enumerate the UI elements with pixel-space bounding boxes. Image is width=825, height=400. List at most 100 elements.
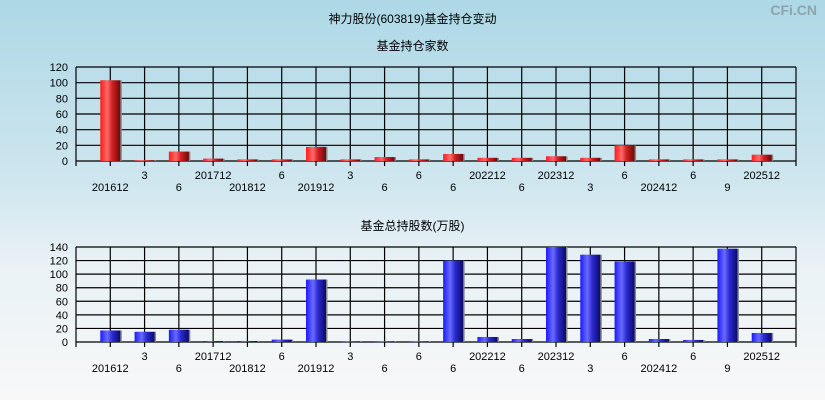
chart2-x-tick-label: 6 (622, 351, 628, 363)
chart2-bar (511, 339, 532, 342)
page-title: 神力股份(603819)基金持仓变动 (328, 12, 497, 26)
chart2-x-tick-label: 201812 (229, 363, 266, 375)
chart1-bar (237, 159, 258, 161)
chart2-x-tick-label: 3 (587, 363, 593, 375)
chart1-x-tick-label: 202312 (538, 170, 575, 182)
chart2-x-tick-label: 6 (382, 363, 388, 375)
chart2-bar (374, 341, 395, 343)
chart1-x-tick-label: 202412 (640, 182, 677, 194)
chart2-x-tick-label: 202412 (640, 363, 677, 375)
chart1-x-tick-label: 9 (724, 182, 730, 194)
chart1-bar (168, 151, 189, 161)
chart2-x-tick-label: 202312 (538, 351, 575, 363)
chart2-bar (751, 332, 772, 342)
chart1-y-tick-label: 120 (50, 62, 68, 74)
chart2-bar (271, 339, 292, 342)
chart2-bar (340, 341, 361, 343)
chart2-x-tick-label: 202212 (469, 351, 506, 363)
chart2-x-tick-label: 6 (416, 351, 422, 363)
chart1-title: 基金持仓家数 (376, 39, 449, 53)
chart2-y-tick-label: 120 (50, 256, 68, 268)
chart2-bar (443, 260, 464, 342)
chart2-bar (168, 329, 189, 342)
chart1-x-tick-label: 6 (519, 182, 525, 194)
chart2-x-tick-label: 3 (347, 351, 353, 363)
chart1-x-tick-label: 6 (450, 182, 456, 194)
chart1-bar (443, 153, 464, 161)
chart1-bar (648, 159, 669, 161)
chart1-x-tick-label: 3 (142, 170, 148, 182)
chart1-x-tick-label: 6 (382, 182, 388, 194)
chart2-x-tick-label: 6 (690, 351, 696, 363)
chart1-y-tick-label: 80 (56, 93, 68, 105)
chart1-y-tick-label: 0 (62, 156, 68, 168)
chart1-x-tick-label: 6 (622, 170, 628, 182)
chart2-x-tick-label: 6 (279, 351, 285, 363)
chart2-bar (203, 340, 224, 342)
chart1-bar (271, 159, 292, 161)
chart2-bar (648, 339, 669, 342)
chart2-bar (477, 336, 498, 342)
chart2-bar (306, 279, 326, 342)
chart2-bar (100, 330, 121, 342)
chart2-y-tick-label: 0 (62, 337, 68, 349)
chart2-y-tick-label: 20 (56, 323, 68, 335)
chart2-group: 0204060801001201402016123620171220181262… (50, 242, 797, 375)
chart1-bar (614, 145, 635, 161)
chart2-x-tick-label: 201612 (92, 363, 129, 375)
chart2-bar (683, 339, 704, 342)
chart1-bar (203, 158, 224, 161)
chart1-bar (683, 159, 704, 161)
chart2-bar (134, 331, 155, 342)
chart1-bar (340, 159, 361, 161)
chart1-bar (100, 80, 121, 161)
chart1-x-tick-label: 201912 (298, 182, 335, 194)
chart2-x-tick-label: 6 (176, 363, 182, 375)
chart2-bar (408, 341, 429, 343)
chart1-bar (477, 157, 498, 161)
chart1-y-tick-label: 20 (56, 140, 68, 152)
chart2-x-tick-label: 3 (142, 351, 148, 363)
chart2-bar (580, 254, 601, 342)
chart1-x-tick-label: 3 (587, 182, 593, 194)
chart1-x-tick-label: 3 (347, 170, 353, 182)
chart1-x-tick-label: 201612 (92, 182, 129, 194)
chart2-x-tick-label: 201712 (195, 351, 232, 363)
chart1-x-tick-label: 201812 (229, 182, 266, 194)
chart2-title: 基金总持股数(万股) (360, 219, 465, 233)
chart2-x-tick-label: 9 (724, 363, 730, 375)
chart1-x-tick-label: 6 (690, 170, 696, 182)
chart1-x-tick-label: 6 (279, 170, 285, 182)
chart1-x-tick-label: 6 (176, 182, 182, 194)
chart2-y-tick-label: 80 (56, 283, 68, 295)
chart1-bar (374, 157, 395, 161)
chart2-y-tick-label: 100 (50, 269, 68, 281)
chart2-bar (614, 261, 635, 342)
chart2-x-tick-label: 202512 (743, 351, 780, 363)
chart1-bar (751, 154, 772, 161)
chart1-bar (134, 160, 155, 162)
chart1-bar (306, 146, 326, 161)
chart1-y-tick-label: 60 (56, 109, 68, 121)
chart1-y-tick-label: 100 (50, 78, 68, 90)
chart1-x-tick-label: 201712 (195, 170, 232, 182)
chart2-x-tick-label: 6 (519, 363, 525, 375)
chart2-y-tick-label: 140 (50, 242, 68, 254)
chart2-x-tick-label: 6 (450, 363, 456, 375)
chart1-bar (408, 159, 429, 161)
chart1-y-tick-label: 40 (56, 125, 68, 137)
chart1-x-tick-label: 202212 (469, 170, 506, 182)
chart2-x-tick-label: 201912 (298, 363, 335, 375)
watermark-logo: CFi.CN (770, 2, 817, 18)
chart2-bar (717, 248, 738, 342)
chart1-bar (511, 157, 532, 161)
chart1-bar (546, 156, 566, 161)
chart2-bar (237, 340, 258, 342)
chart2-y-tick-label: 60 (56, 296, 68, 308)
chart1-x-tick-label: 6 (416, 170, 422, 182)
chart1-bar (580, 157, 601, 161)
chart2-bar (546, 247, 566, 342)
chart1-bar (717, 159, 738, 161)
